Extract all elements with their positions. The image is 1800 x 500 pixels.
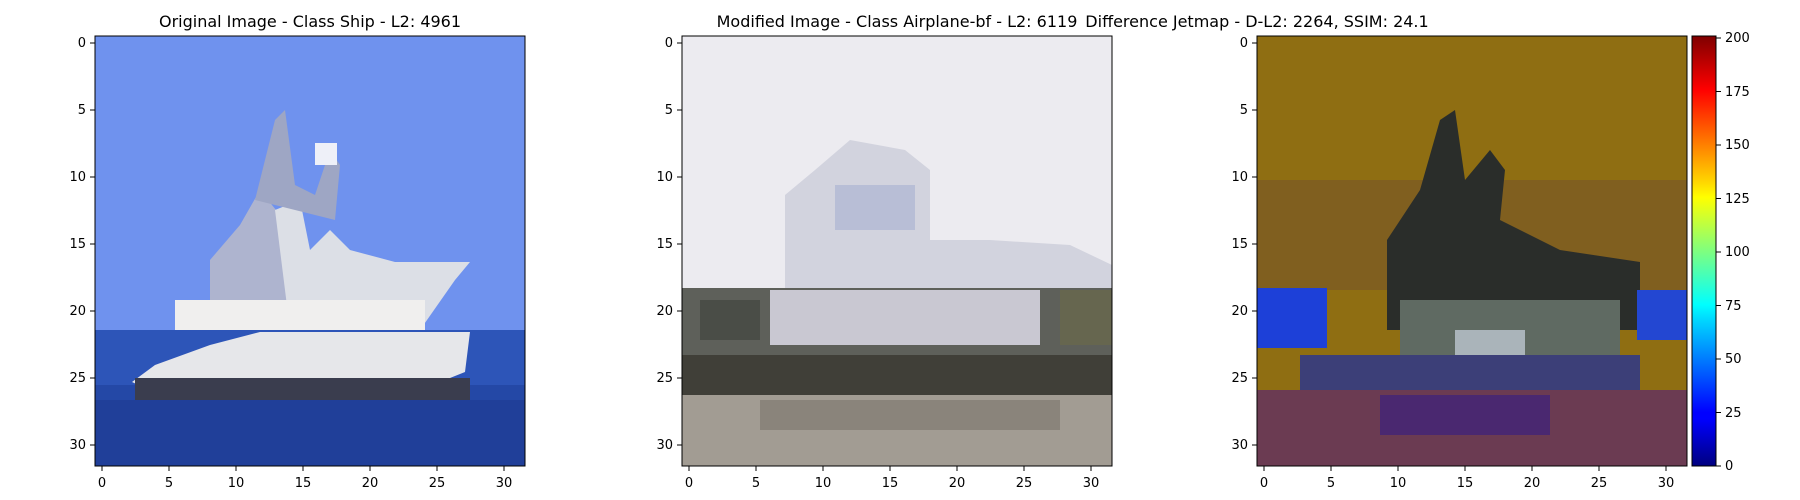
colorbar: 0 25 50 75 100 125 150 175 200 — [1691, 31, 1750, 474]
y-tick-label: 0 — [1240, 36, 1248, 51]
x-tick-label: 5 — [752, 476, 760, 491]
x-axis: 0 5 10 15 20 25 30 — [1260, 466, 1674, 491]
colorbar-tick-label: 100 — [1725, 245, 1750, 260]
image-original — [95, 36, 525, 466]
axes-frame — [1256, 35, 1688, 467]
y-tick-label: 20 — [656, 304, 673, 319]
x-tick-label: 20 — [362, 476, 379, 491]
x-tick-label: 20 — [1524, 476, 1541, 491]
y-axis: 0 5 10 15 20 25 30 — [69, 36, 95, 453]
x-tick-label: 20 — [949, 476, 966, 491]
x-tick-label: 25 — [1591, 476, 1608, 491]
panel-modified: Modified Image - Class Airplane-bf - L2:… — [656, 12, 1113, 491]
colorbar-tick-label: 150 — [1725, 138, 1750, 153]
colorbar-tick-label: 50 — [1725, 352, 1742, 367]
x-axis: 0 5 10 15 20 25 30 — [98, 466, 512, 491]
x-tick-label: 5 — [1327, 476, 1335, 491]
y-tick-label: 25 — [656, 371, 673, 386]
colorbar-tick-label: 75 — [1725, 299, 1742, 314]
colorbar-frame — [1691, 35, 1717, 467]
y-tick-label: 0 — [78, 36, 86, 51]
y-tick-label: 10 — [1231, 170, 1248, 185]
y-tick-label: 10 — [69, 170, 86, 185]
y-tick-label: 15 — [69, 237, 86, 252]
image-difference — [1257, 36, 1687, 466]
y-tick-label: 30 — [69, 438, 86, 453]
y-axis: 0 5 10 15 20 25 30 — [656, 36, 682, 453]
y-tick-label: 15 — [1231, 237, 1248, 252]
x-tick-label: 10 — [1390, 476, 1407, 491]
panel-title: Modified Image - Class Airplane-bf - L2:… — [717, 12, 1078, 31]
x-tick-label: 0 — [685, 476, 693, 491]
x-axis: 0 5 10 15 20 25 30 — [685, 466, 1099, 491]
y-tick-label: 0 — [665, 36, 673, 51]
colorbar-tick-label: 25 — [1725, 406, 1742, 421]
y-tick-label: 30 — [656, 438, 673, 453]
x-tick-label: 15 — [882, 476, 899, 491]
y-tick-label: 20 — [69, 304, 86, 319]
y-axis: 0 5 10 15 20 25 30 — [1231, 36, 1257, 453]
y-tick-label: 10 — [656, 170, 673, 185]
panel-difference: Difference Jetmap - D-L2: 2264, SSIM: 24… — [1085, 12, 1750, 491]
y-tick-label: 5 — [665, 103, 673, 118]
axes-frame — [94, 35, 526, 467]
x-tick-label: 0 — [98, 476, 106, 491]
panel-title: Difference Jetmap - D-L2: 2264, SSIM: 24… — [1085, 12, 1428, 31]
x-tick-label: 25 — [429, 476, 446, 491]
x-tick-label: 25 — [1016, 476, 1033, 491]
y-tick-label: 25 — [1231, 371, 1248, 386]
colorbar-tick-label: 0 — [1725, 459, 1733, 474]
axes-frame — [681, 35, 1113, 467]
x-tick-label: 10 — [815, 476, 832, 491]
x-tick-label: 30 — [496, 476, 513, 491]
x-tick-label: 5 — [165, 476, 173, 491]
y-tick-label: 15 — [656, 237, 673, 252]
colorbar-tick-label: 175 — [1725, 85, 1750, 100]
colorbar-tick-label: 125 — [1725, 192, 1750, 207]
x-tick-label: 10 — [228, 476, 245, 491]
x-tick-label: 15 — [295, 476, 312, 491]
colorbar-gradient — [1692, 36, 1716, 466]
image-modified — [682, 36, 1112, 466]
x-tick-label: 0 — [1260, 476, 1268, 491]
y-tick-label: 30 — [1231, 438, 1248, 453]
y-tick-label: 5 — [1240, 103, 1248, 118]
panel-original: Original Image - Class Ship - L2: 4961 0… — [69, 12, 526, 491]
colorbar-tick-label: 200 — [1725, 31, 1750, 46]
x-tick-label: 30 — [1658, 476, 1675, 491]
x-tick-label: 15 — [1457, 476, 1474, 491]
panel-title: Original Image - Class Ship - L2: 4961 — [159, 12, 461, 31]
y-tick-label: 5 — [78, 103, 86, 118]
x-tick-label: 30 — [1083, 476, 1100, 491]
y-tick-label: 25 — [69, 371, 86, 386]
y-tick-label: 20 — [1231, 304, 1248, 319]
